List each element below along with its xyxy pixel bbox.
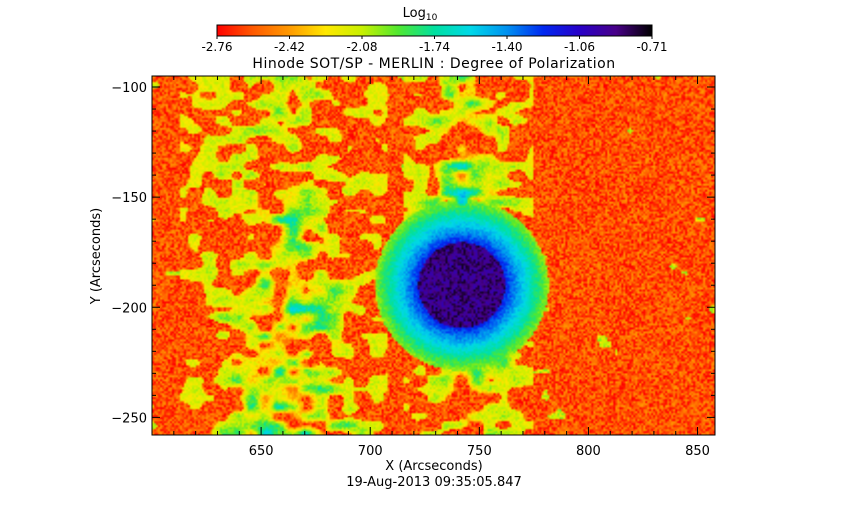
y-tick-label: −150 bbox=[111, 191, 147, 206]
y-tick-label: −250 bbox=[111, 411, 147, 426]
x-tick: 800 bbox=[576, 76, 601, 459]
x-tick: 850 bbox=[685, 76, 710, 459]
x-tick-label: 800 bbox=[576, 444, 601, 459]
colorbar-tick-label: -2.42 bbox=[274, 40, 305, 54]
colorbar-tick: -1.06 bbox=[564, 36, 595, 54]
colorbar-tick-label: -1.40 bbox=[491, 40, 522, 54]
colorbar-tick-label: -2.08 bbox=[346, 40, 377, 54]
y-axis-label: Y (Arcseconds) bbox=[89, 208, 104, 305]
y-tick: −250 bbox=[111, 411, 715, 426]
x-axis: 650 700 750 800 850 bbox=[173, 76, 710, 459]
colorbar-tick: -2.42 bbox=[274, 36, 305, 54]
colorbar-tick: -1.74 bbox=[419, 36, 450, 54]
y-tick-label: −100 bbox=[111, 81, 147, 96]
colorbar: Log10 -2.76 -2.42 -2.08 -1.74 -1.40 -1.06 -0.7… bbox=[201, 6, 667, 54]
heatmap-image bbox=[152, 76, 715, 435]
x-tick-label: 850 bbox=[685, 444, 710, 459]
x-axis-label: X (Arcseconds) bbox=[385, 459, 482, 474]
x-tick-label: 650 bbox=[249, 444, 274, 459]
plot-frame bbox=[151, 75, 716, 436]
colorbar-tick: -0.71 bbox=[636, 36, 668, 54]
timestamp-footer: 19-Aug-2013 09:35:05.847 bbox=[346, 475, 522, 490]
x-tick: 750 bbox=[467, 76, 492, 459]
colorbar-tick-label: -1.06 bbox=[564, 40, 595, 54]
y-tick: −150 bbox=[111, 191, 715, 206]
colorbar-label: Log10 bbox=[403, 6, 438, 23]
x-tick-label: 750 bbox=[467, 444, 492, 459]
y-tick: −200 bbox=[111, 301, 715, 316]
colorbar-tick-label: -2.76 bbox=[201, 40, 232, 54]
colorbar-tick: -1.40 bbox=[491, 36, 523, 54]
colorbar-tick-label: -0.71 bbox=[636, 40, 667, 54]
heatmap-raster bbox=[152, 76, 715, 435]
x-tick: 650 bbox=[249, 76, 274, 459]
x-tick-label: 700 bbox=[358, 444, 383, 459]
colorbar-tick: -2.08 bbox=[346, 36, 378, 54]
colorbar-gradient bbox=[217, 25, 652, 36]
colorbar-tick-label: -1.74 bbox=[419, 40, 450, 54]
colorbar-label-subscript: 10 bbox=[426, 13, 438, 23]
colorbar-tick: -2.76 bbox=[201, 36, 233, 54]
y-tick-label: −200 bbox=[111, 301, 147, 316]
y-axis: −100 −150 −200 −250 bbox=[111, 81, 715, 426]
chart-title: Hinode SOT/SP - MERLIN : Degree of Polar… bbox=[252, 56, 615, 72]
y-tick: −100 bbox=[111, 81, 715, 96]
x-tick: 700 bbox=[358, 76, 383, 459]
